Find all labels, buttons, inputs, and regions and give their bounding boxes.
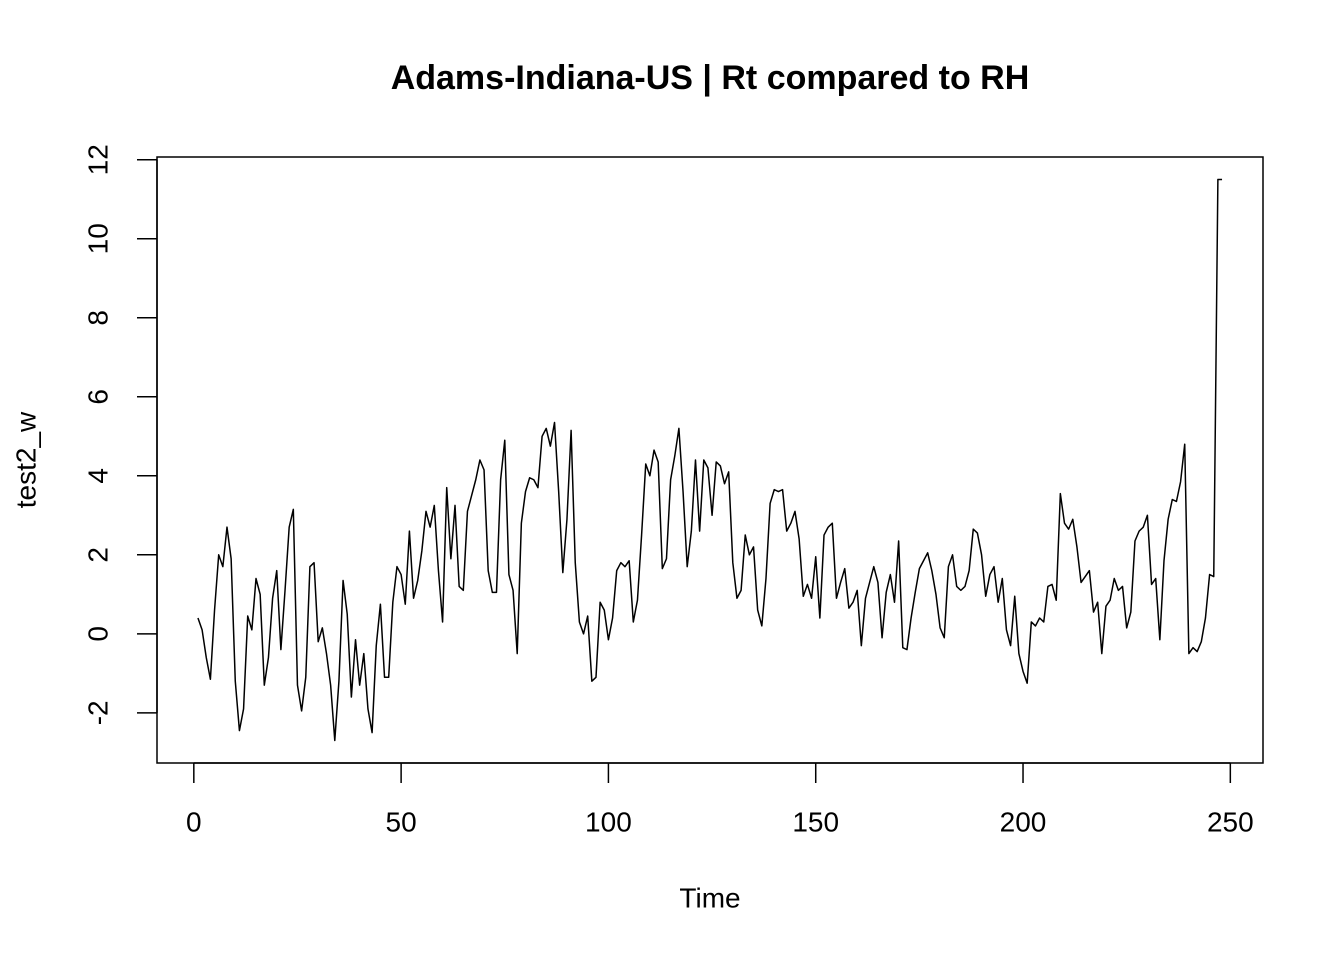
y-tick-label: 12 [82,144,113,175]
y-tick-label: 8 [82,310,113,326]
y-tick-label: 0 [82,626,113,642]
data-line [197,178,1223,742]
x-axis-label: Time [679,882,740,913]
x-tick-label: 50 [386,806,417,837]
y-tick-label: 4 [82,468,113,484]
x-tick-label: 150 [792,806,839,837]
plot-frame [156,156,1264,764]
x-tick-label: 200 [1000,806,1047,837]
x-tick-label: 0 [186,806,202,837]
y-tick-label: 6 [82,389,113,405]
x-tick-label: 100 [585,806,632,837]
y-tick-label: 10 [82,223,113,254]
y-axis-label: test2_w [10,411,41,508]
y-tick-label: -2 [82,700,113,725]
x-tick-label: 250 [1207,806,1254,837]
y-tick-label: 2 [82,547,113,563]
chart-title: Adams-Indiana-US | Rt compared to RH [391,59,1030,97]
